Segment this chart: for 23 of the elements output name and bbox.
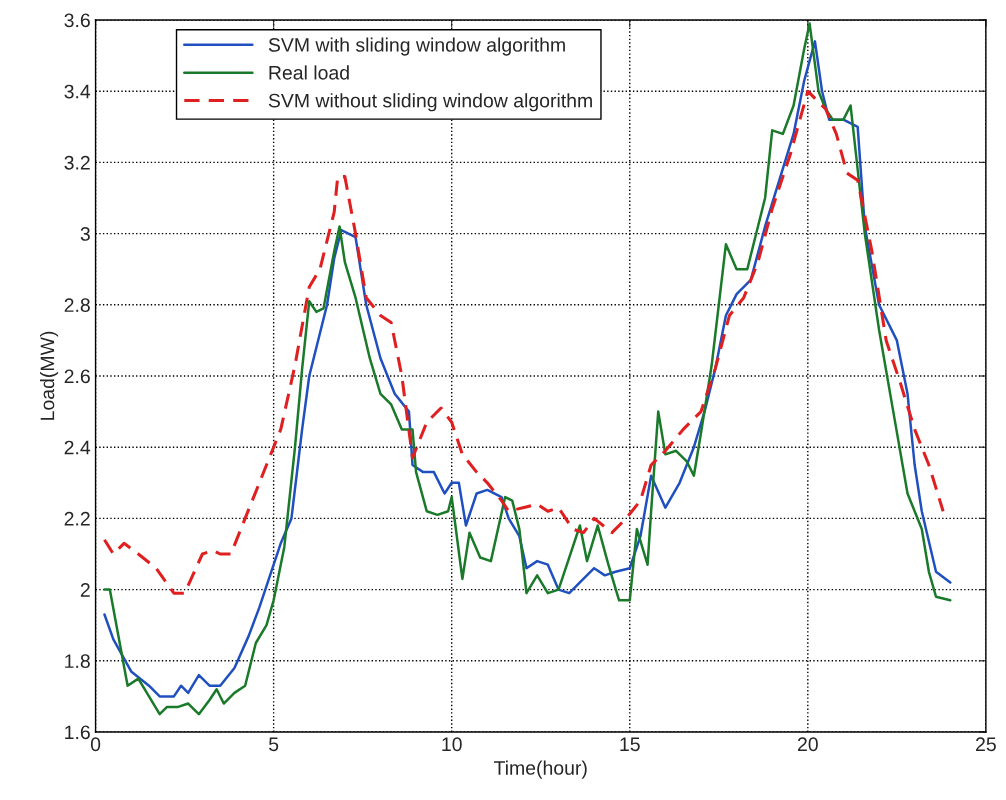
x-tick-label: 25: [976, 737, 996, 752]
x-axis-title: Time(hour): [493, 760, 587, 779]
y-tick-label: 3: [80, 227, 90, 241]
x-tick-label: 5: [269, 737, 279, 752]
legend-label: Real load: [269, 65, 349, 80]
y-tick-label: 1.8: [65, 654, 90, 669]
x-tick-label: 15: [620, 737, 640, 752]
x-tick-label: 20: [797, 737, 818, 752]
legend-label: SVM with sliding window algorithm: [268, 37, 565, 56]
line-series: [102, 89, 945, 595]
y-tick-label: 3.6: [64, 13, 90, 28]
y-tick-label: 2.6: [64, 369, 90, 384]
x-tick-label: 10: [442, 737, 462, 752]
y-tick-label: 1.6: [65, 725, 90, 740]
y-tick-label: 2.8: [64, 298, 90, 313]
y-tick-label: 2.2: [64, 511, 90, 526]
y-tick-label: 2.4: [64, 440, 91, 455]
y-tick-label: 3.4: [64, 84, 91, 99]
legend-label: SVM without sliding window algorithm: [268, 93, 592, 112]
x-tick-label: 0: [90, 737, 101, 752]
y-tick-label: 2: [80, 583, 90, 597]
y-tick-label: 3.2: [64, 155, 90, 170]
y-axis-title: Load(MW): [40, 331, 59, 420]
